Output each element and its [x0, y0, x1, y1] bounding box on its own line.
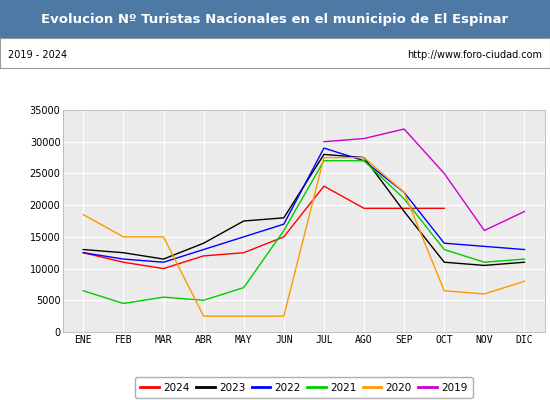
Text: Evolucion Nº Turistas Nacionales en el municipio de El Espinar: Evolucion Nº Turistas Nacionales en el m… — [41, 12, 509, 26]
Text: 2019 - 2024: 2019 - 2024 — [8, 50, 67, 60]
Legend: 2024, 2023, 2022, 2021, 2020, 2019: 2024, 2023, 2022, 2021, 2020, 2019 — [135, 378, 472, 398]
Text: http://www.foro-ciudad.com: http://www.foro-ciudad.com — [407, 50, 542, 60]
